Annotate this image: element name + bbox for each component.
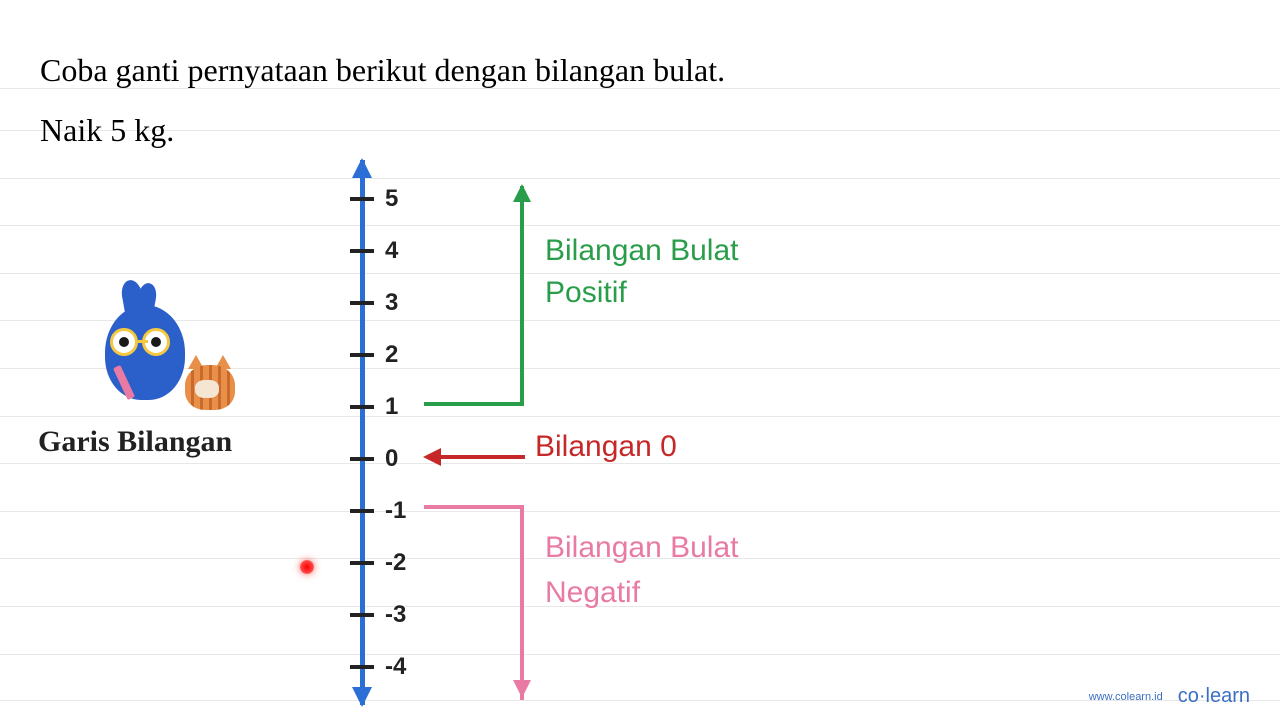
tick-label: 5 [385, 185, 398, 213]
positive-label: Bilangan Bulat Positif [545, 230, 738, 314]
negative-label: Bilangan Bulat Negatif [545, 525, 738, 615]
tick-label: 4 [385, 237, 398, 265]
footer: www.colearn.id co·learn [1089, 685, 1250, 708]
question-line-2: Naik 5 kg. [40, 112, 174, 149]
arrow-down-icon [352, 687, 372, 707]
tick-label: 2 [385, 341, 398, 369]
zero-label: Bilangan 0 [535, 430, 677, 464]
tick-label: 1 [385, 393, 398, 421]
tick-label: -1 [385, 497, 406, 525]
tick-label: -4 [385, 653, 406, 681]
number-line-axis: 5 4 3 2 1 0 -1 -2 -3 -4 [360, 160, 366, 705]
tick-label: 3 [385, 289, 398, 317]
tick-label: -3 [385, 601, 406, 629]
mascot-icon [90, 280, 250, 430]
laser-pointer-icon [300, 560, 314, 574]
footer-logo: co·learn [1178, 685, 1250, 708]
mascot-label: Garis Bilangan [38, 425, 232, 459]
tick-label: 0 [385, 445, 398, 473]
footer-url: www.colearn.id [1089, 691, 1163, 703]
tick-label: -2 [385, 549, 406, 577]
arrow-up-icon [352, 158, 372, 178]
question-line-1: Coba ganti pernyataan berikut dengan bil… [40, 52, 725, 89]
